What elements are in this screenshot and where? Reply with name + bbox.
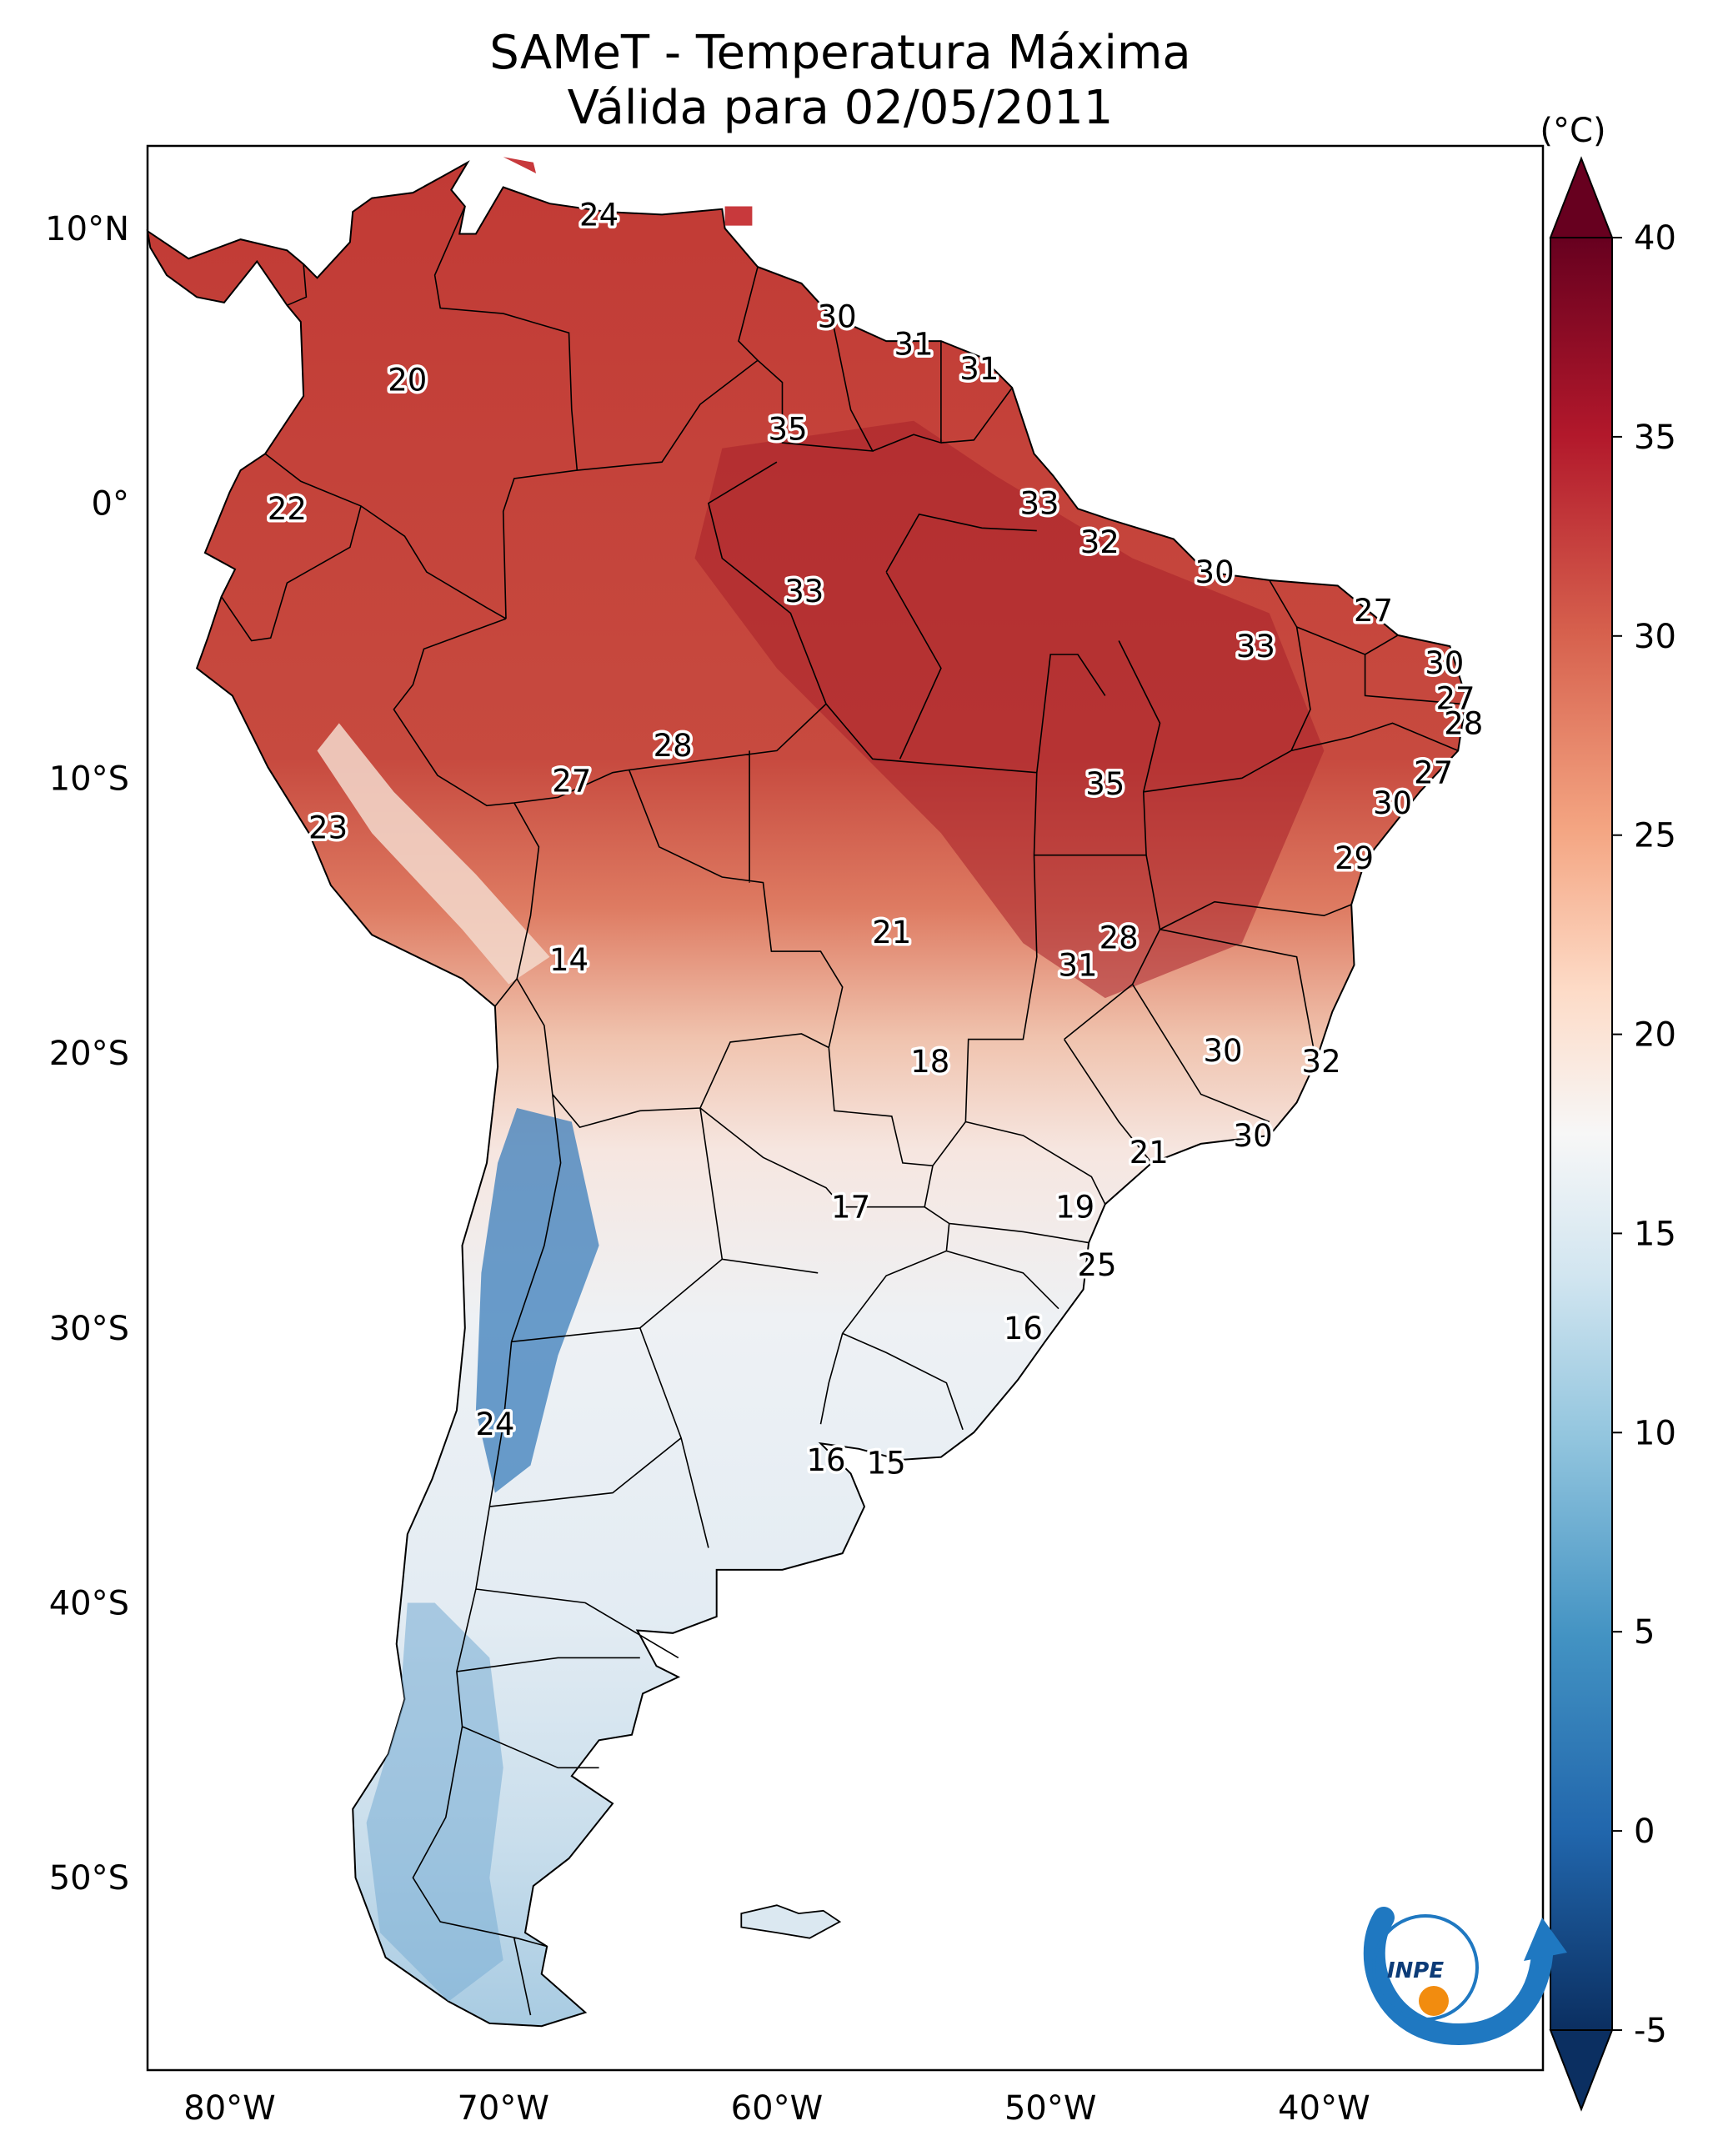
temperature-label: 32 [1080,524,1119,560]
longitude-axis: 80°W 70°W 60°W 50°W 40°W [183,2089,1370,2128]
temperature-label: 35 [769,412,808,448]
colorbar-tick-label: 10 [1634,1414,1676,1452]
colorbar-gradient [1550,237,1613,2031]
temperature-label: 15 [867,1445,906,1481]
temperature-label: 28 [1099,920,1139,956]
country-borders [220,206,1461,2016]
temperature-label: 30 [1195,554,1235,590]
colorbar-tick-label: 40 [1634,219,1676,258]
temperature-label: 21 [872,915,911,950]
temperature-label: 35 [1085,766,1124,802]
colorbar-ticks: 40 35 30 25 20 15 10 5 0 -5 [1612,219,1676,2050]
temperature-label: 32 [1302,1044,1341,1080]
colorbar-tick-label: 35 [1634,419,1676,457]
temperature-label: 16 [806,1442,845,1478]
temperature-label: 19 [1055,1190,1094,1226]
colorbar-tick-label: 20 [1634,1016,1676,1055]
temperature-label: 30 [1203,1033,1242,1069]
temperature-label: 16 [1004,1311,1043,1346]
latitude-tick-label: 50°S [49,1859,129,1898]
latitude-tick-label: 10°N [45,210,129,248]
latitude-tick-label: 20°S [49,1035,129,1073]
temperature-label: 22 [268,491,307,527]
temperature-label: 31 [959,351,999,387]
temperature-label: 30 [1425,645,1464,681]
temperature-label: 30 [818,298,857,334]
inpe-logo: INPE [1363,1907,1567,2046]
temperature-label: 31 [894,326,934,362]
temperature-label: 27 [1414,755,1453,791]
longitude-tick-label: 70°W [457,2089,548,2128]
temperature-label: 14 [549,942,589,978]
longitude-tick-label: 80°W [183,2089,275,2128]
temperature-label: 23 [308,810,348,846]
temperature-label: 24 [579,197,619,233]
logo-orbit-icon [1372,1914,1479,2021]
colorbar: (°C) 40 35 30 25 20 15 10 5 0 -5 [1540,112,1676,2112]
colorbar-tick-label: -5 [1634,2012,1667,2050]
temperature-label: 31 [1058,948,1097,984]
longitude-tick-label: 50°W [1004,2089,1096,2128]
temperature-label: 30 [1234,1118,1273,1154]
temperature-label: 33 [1019,486,1059,522]
colorbar-tick-label: 15 [1634,1215,1676,1253]
logo-arrow-icon [1524,1918,1567,1961]
temperature-label: 28 [654,728,693,764]
falkland-islands [740,1904,842,1939]
temperature-label: 33 [784,574,824,609]
latitude-axis: 10°N 0° 10°S 20°S 30°S 40°S 50°S [45,210,129,1898]
logo-sun-icon [1419,1986,1449,2016]
latitude-tick-label: 40°S [49,1585,129,1623]
temperature-label: 30 [1373,785,1412,821]
temperature-label: 20 [388,362,427,398]
land-temperature-field [146,157,1468,2028]
colorbar-bottom-extension [1549,2029,1614,2112]
temperature-label: 27 [552,764,591,800]
andes-north-cool-band [317,723,550,985]
temperature-label: 27 [1354,593,1393,629]
latitude-tick-label: 30°S [49,1310,129,1348]
colorbar-tick-label: 0 [1634,1813,1655,1851]
colorbar-unit: (°C) [1540,112,1605,150]
temperature-label: 27 [1435,681,1475,717]
longitude-tick-label: 40°W [1278,2089,1370,2128]
temperature-label: 25 [1077,1247,1116,1283]
map-title-line2: Válida para 02/05/2011 [568,81,1114,135]
longitude-tick-label: 60°W [731,2089,823,2128]
latitude-tick-label: 10°S [49,760,129,798]
andes-cool-band [475,1108,599,1493]
temperature-label: 33 [1236,629,1275,664]
temperature-label: 29 [1335,840,1374,876]
temperature-label: 17 [831,1190,870,1226]
colorbar-tick-label: 5 [1634,1613,1655,1652]
caribbean-islands [503,157,753,226]
temperature-label: 18 [910,1044,949,1080]
logo-text: INPE [1387,1958,1444,1983]
latitude-tick-label: 0° [92,485,129,524]
temperature-label: 24 [475,1406,514,1442]
map-title-line1: SAMeT - Temperatura Máxima [489,26,1191,80]
temperature-label: 21 [1129,1135,1169,1171]
hot-region-brazil [694,420,1325,999]
colorbar-tick-label: 30 [1634,618,1676,656]
temperature-label: 28 [1444,705,1483,741]
colorbar-top-extension [1549,156,1614,238]
colorbar-tick-label: 25 [1634,817,1676,855]
